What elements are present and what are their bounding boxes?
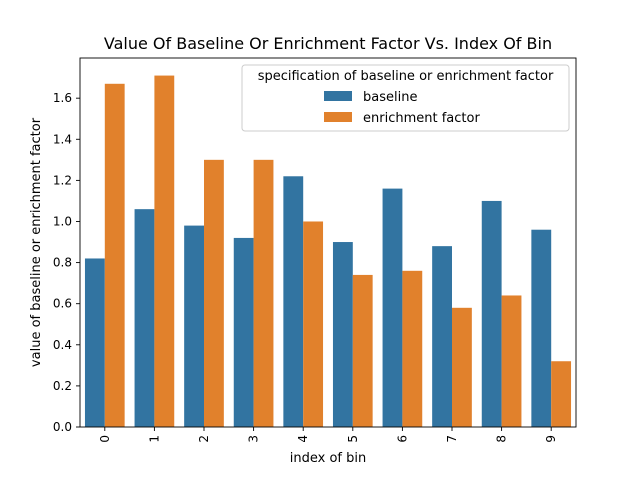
legend-label-enrichment-factor: enrichment factor [363,111,480,126]
bar-baseline-7 [432,246,452,427]
y-tick-label: 1.0 [53,214,72,228]
bar-enrichment-factor-0 [104,83,125,427]
bar-enrichment-factor-5 [352,274,373,427]
x-tick-label: 3 [247,435,261,443]
bar-enrichment-factor-1 [154,75,175,428]
y-tick-label: 1.6 [53,91,72,105]
bar-enrichment-factor-2 [204,159,224,427]
bar-baseline-3 [233,237,254,427]
x-axis-ticks: 0 1 2 3 4 5 6 7 8 9 [98,427,558,443]
plot-frame [79,57,577,428]
y-tick-label: 1.2 [53,173,72,187]
chart-title: Value Of Baseline Or Enrichment Factor V… [104,34,552,53]
bar-enrichment-factor-9 [551,361,572,427]
bar-enrichment-factor-3 [253,159,274,427]
x-tick-label: 5 [346,435,360,443]
bar-baseline-2 [184,225,204,427]
bar-baseline-6 [382,188,403,427]
bar-enrichment-factor-8 [501,295,522,427]
x-tick-label: 8 [495,435,509,443]
bar-baseline-8 [481,200,502,427]
legend-label-baseline: baseline [363,90,417,105]
legend: specification of baseline or enrichment … [241,64,570,132]
legend-title: specification of baseline or enrichment … [258,69,554,84]
y-axis-ticks: 0.0 0.2 0.4 0.6 0.8 1.0 1.2 1.4 1.6 [53,91,80,434]
bar-enrichment-factor-7 [452,307,472,427]
bar-baseline-9 [531,229,552,427]
y-tick-label: 0.4 [53,338,72,352]
x-tick-label: 6 [395,435,409,443]
y-tick-label: 1.4 [53,132,72,146]
x-tick-label: 9 [544,435,558,443]
x-tick-label: 4 [296,435,310,443]
x-tick-label: 2 [197,435,211,443]
bar-baseline-0 [84,258,105,427]
legend-swatch-baseline [324,91,352,101]
y-axis-label: value of baseline or enrichment factor [29,117,44,367]
x-tick-label: 0 [98,435,112,443]
y-tick-label: 0.0 [53,420,72,434]
bar-enrichment-factor-6 [402,270,423,427]
bars-group [84,75,572,428]
bar-enrichment-factor-4 [303,221,324,427]
x-tick-label: 1 [147,435,161,443]
y-tick-label: 0.8 [53,256,72,270]
bar-baseline-5 [332,242,353,427]
y-tick-label: 0.2 [53,379,72,393]
x-tick-label: 7 [445,435,459,443]
x-axis-label: index of bin [290,451,366,466]
legend-swatch-enrichment-factor [324,112,352,122]
legend-box [241,64,570,132]
bar-baseline-4 [283,176,304,427]
bar-baseline-1 [134,209,155,427]
y-tick-label: 0.6 [53,297,72,311]
